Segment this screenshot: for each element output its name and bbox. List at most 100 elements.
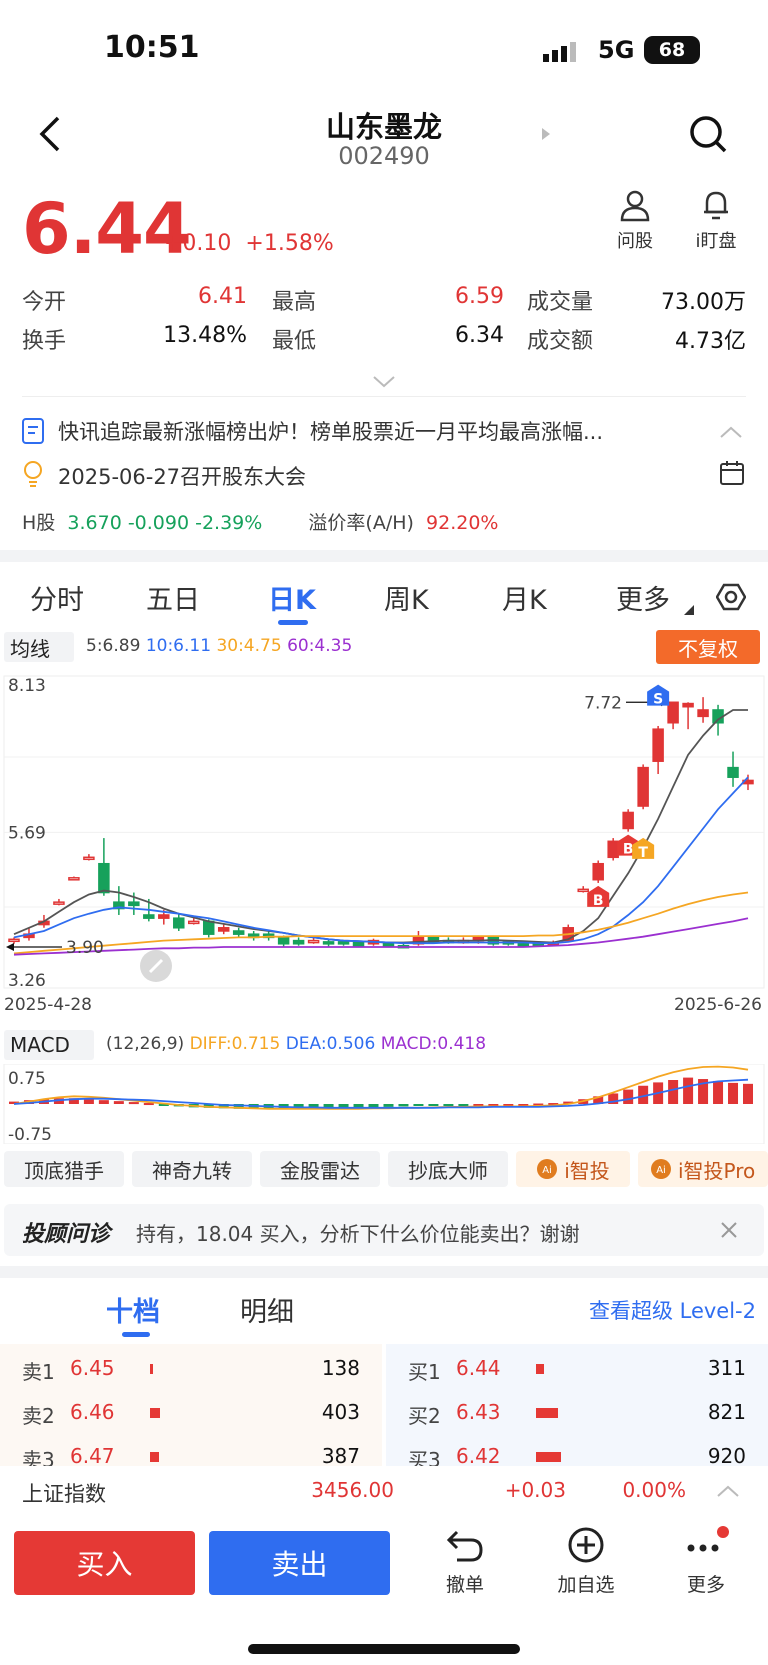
bid-level-label: 买2 (408, 1404, 441, 1428)
signal-badge-b1 (587, 885, 610, 907)
macd-selector[interactable]: MACD (4, 1030, 94, 1060)
adjust-button[interactable]: 不复权 (656, 630, 760, 664)
ask-row[interactable]: 卖3 6.47 387 (0, 1440, 382, 1474)
sell-label: 卖出 (271, 1548, 328, 1581)
ma60-value: 60:4.35 (287, 636, 353, 656)
high-mark-label: 7.72 (584, 693, 622, 713)
ask-price: 6.47 (70, 1444, 115, 1468)
macd-bar (668, 1080, 679, 1104)
undo-icon (446, 1530, 483, 1562)
add-watchlist-button[interactable]: 加自选 (546, 1526, 626, 1598)
macd-bar (143, 1103, 154, 1106)
signal-badge-t (632, 837, 655, 859)
macd-bar (398, 1104, 409, 1107)
watch-button[interactable]: i盯盘 (686, 188, 746, 253)
ask-row[interactable]: 卖2 6.46 403 (0, 1396, 382, 1430)
svg-text:Ai: Ai (542, 1165, 552, 1176)
news-headline[interactable]: 快讯追踪最新涨幅榜出炉！榜单股票近一月平均最高涨幅... (58, 420, 604, 444)
macd-bar (128, 1102, 139, 1105)
ask-level-label: 卖1 (22, 1360, 55, 1384)
tab-detail[interactable]: 明细 (240, 1297, 294, 1328)
macd-dea: DEA:0.506 (285, 1034, 376, 1054)
back-icon[interactable] (36, 114, 66, 154)
tab-weekly-k[interactable]: 周K (384, 585, 429, 616)
expand-chevron-icon[interactable] (372, 374, 396, 388)
signal-badge-t-text: T (638, 845, 648, 861)
macd-params: (12,26,9) (106, 1034, 185, 1054)
tool-chip-2[interactable]: 神奇九转 (132, 1151, 252, 1187)
edit-overlay-icon-stroke (148, 958, 164, 974)
macd-bar (233, 1104, 244, 1109)
ask-volume-bar (150, 1364, 153, 1374)
plus-circle-icon (568, 1527, 604, 1563)
ask-price: 6.46 (70, 1400, 115, 1424)
tab-more[interactable]: 更多 (616, 585, 670, 616)
index-name: 上证指数 (22, 1482, 106, 1506)
battery-icon: 68 (644, 36, 700, 64)
kline-chart[interactable]: 8.13 5.69 3.26 2025-4-28 2025-6-26 7.72 3.90 B B… (0, 668, 768, 1016)
tool-chip-4[interactable]: 抄底大师 (388, 1151, 508, 1187)
h-share-label: H股 (22, 512, 56, 534)
cancel-order-button[interactable]: 撤单 (425, 1526, 505, 1598)
chart-settings-icon[interactable] (715, 582, 747, 612)
close-icon[interactable] (720, 1221, 738, 1239)
macd-value: MACD:0.418 (380, 1034, 487, 1054)
macd-chart[interactable]: 0.75 -0.75 (0, 1064, 768, 1144)
level2-link[interactable]: 查看超级 Level-2 (588, 1299, 756, 1323)
index-expand-icon[interactable] (716, 1484, 740, 1498)
low-label: 最低 (272, 329, 317, 354)
macd-bar (428, 1104, 439, 1106)
next-stock-icon[interactable] (540, 126, 552, 142)
h-share-row[interactable]: H股 3.670 -0.090 -2.39% 溢价率(A/H) 92.20% (22, 508, 498, 535)
candle-body (68, 877, 80, 881)
tool-chip-5[interactable]: Ai i智投 (516, 1151, 630, 1187)
y-max-label: 8.13 (8, 676, 46, 696)
tab-daily-k[interactable]: 日K (268, 585, 316, 616)
signal-badge-b1-text: B (593, 893, 604, 909)
change-value: +0.10 (164, 231, 232, 256)
ask-price: 6.45 (70, 1356, 115, 1380)
macd-bar (533, 1103, 544, 1106)
x-end-label: 2025-6-26 (674, 995, 762, 1015)
collapse-chevron-icon[interactable] (719, 424, 743, 438)
advisor-bar[interactable]: 投顾问诊 持有，18.04 买入，分析下什么价位能卖出？谢谢 (4, 1204, 764, 1256)
candle-body (188, 920, 200, 925)
more-dots-icon (687, 1526, 729, 1552)
ask-stock-button[interactable]: 问股 (610, 188, 660, 253)
ask-volume: 403 (321, 1400, 360, 1424)
tool-chip-3[interactable]: 金股雷达 (260, 1151, 380, 1187)
macd-bar (353, 1104, 364, 1108)
macd-label: MACD (10, 1033, 70, 1057)
status-time: 10:51 (104, 30, 200, 65)
macd-bar (608, 1093, 619, 1104)
index-bar[interactable]: 上证指数 3456.00 +0.03 0.00% (0, 1466, 768, 1516)
add-watchlist-label: 加自选 (557, 1574, 615, 1596)
more-button[interactable]: 更多 (666, 1526, 746, 1598)
buy-button[interactable]: 买入 (14, 1531, 195, 1595)
macd-bar (593, 1096, 604, 1104)
ask-volume-bar (150, 1408, 160, 1418)
tool-chip-6[interactable]: Ai i智投Pro (638, 1151, 768, 1187)
tab-monthly-k[interactable]: 月K (502, 585, 547, 616)
bid-level-label: 买1 (408, 1360, 441, 1384)
tool-chip-1[interactable]: 顶底猎手 (4, 1151, 124, 1187)
ma-selector[interactable]: 均线 (4, 632, 74, 662)
index-pct: 0.00% (622, 1478, 686, 1502)
sell-button[interactable]: 卖出 (209, 1531, 390, 1595)
search-icon[interactable] (688, 114, 728, 154)
candle-body (292, 939, 305, 945)
tab-levels[interactable]: 十档 (106, 1297, 160, 1328)
bid-row[interactable]: 买2 6.43 821 (386, 1396, 768, 1430)
current-price: 6.44 (22, 188, 192, 270)
event-text[interactable]: 2025-06-27召开股东大会 (58, 465, 307, 489)
tab-intraday[interactable]: 分时 (30, 585, 84, 616)
calendar-icon[interactable] (719, 460, 745, 486)
macd-y-bottom-label: -0.75 (8, 1125, 52, 1144)
ask-row[interactable]: 卖1 6.45 138 (0, 1352, 382, 1386)
ask-panel (0, 1344, 382, 1466)
bid-volume-bar (536, 1364, 544, 1374)
macd-frame (3, 1064, 765, 1144)
bid-row[interactable]: 买1 6.44 311 (386, 1352, 768, 1386)
tab-five-day[interactable]: 五日 (146, 585, 200, 616)
index-value: 3456.00 (311, 1478, 394, 1502)
